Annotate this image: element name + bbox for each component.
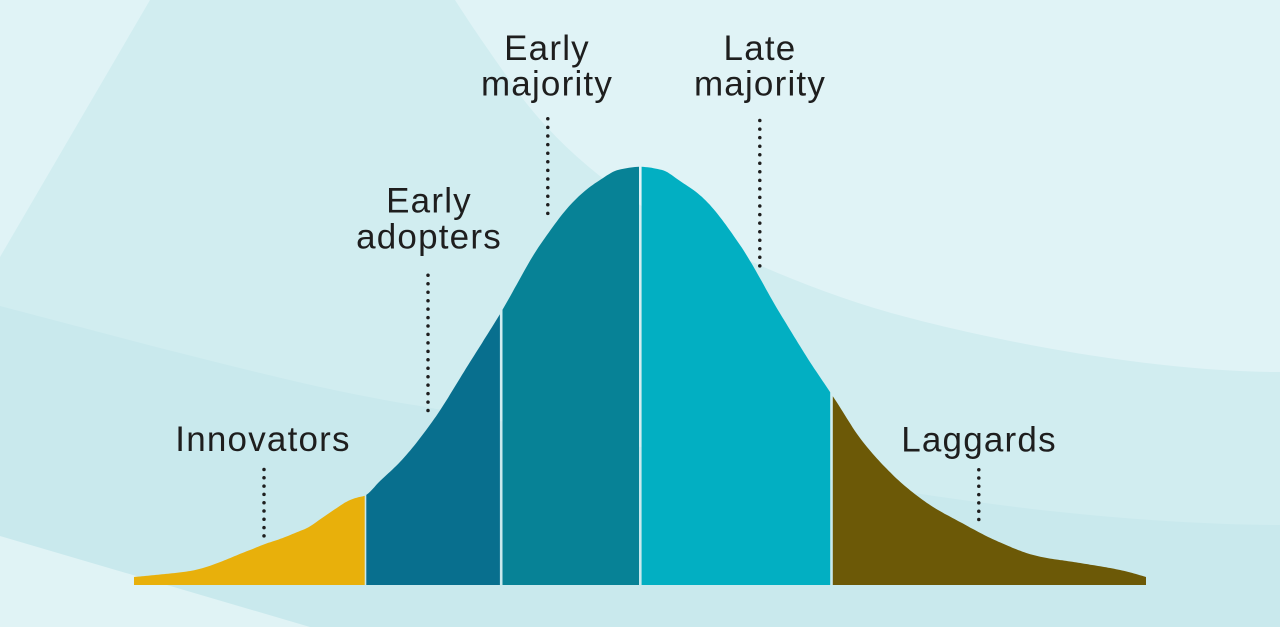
svg-text:Late: Late	[724, 29, 797, 68]
svg-text:Early: Early	[504, 29, 590, 68]
svg-text:adopters: adopters	[356, 218, 502, 257]
svg-text:Innovators: Innovators	[175, 420, 350, 459]
svg-text:majority: majority	[481, 65, 613, 104]
svg-text:Early: Early	[386, 181, 472, 220]
svg-text:majority: majority	[694, 65, 826, 104]
svg-text:Laggards: Laggards	[901, 421, 1057, 460]
